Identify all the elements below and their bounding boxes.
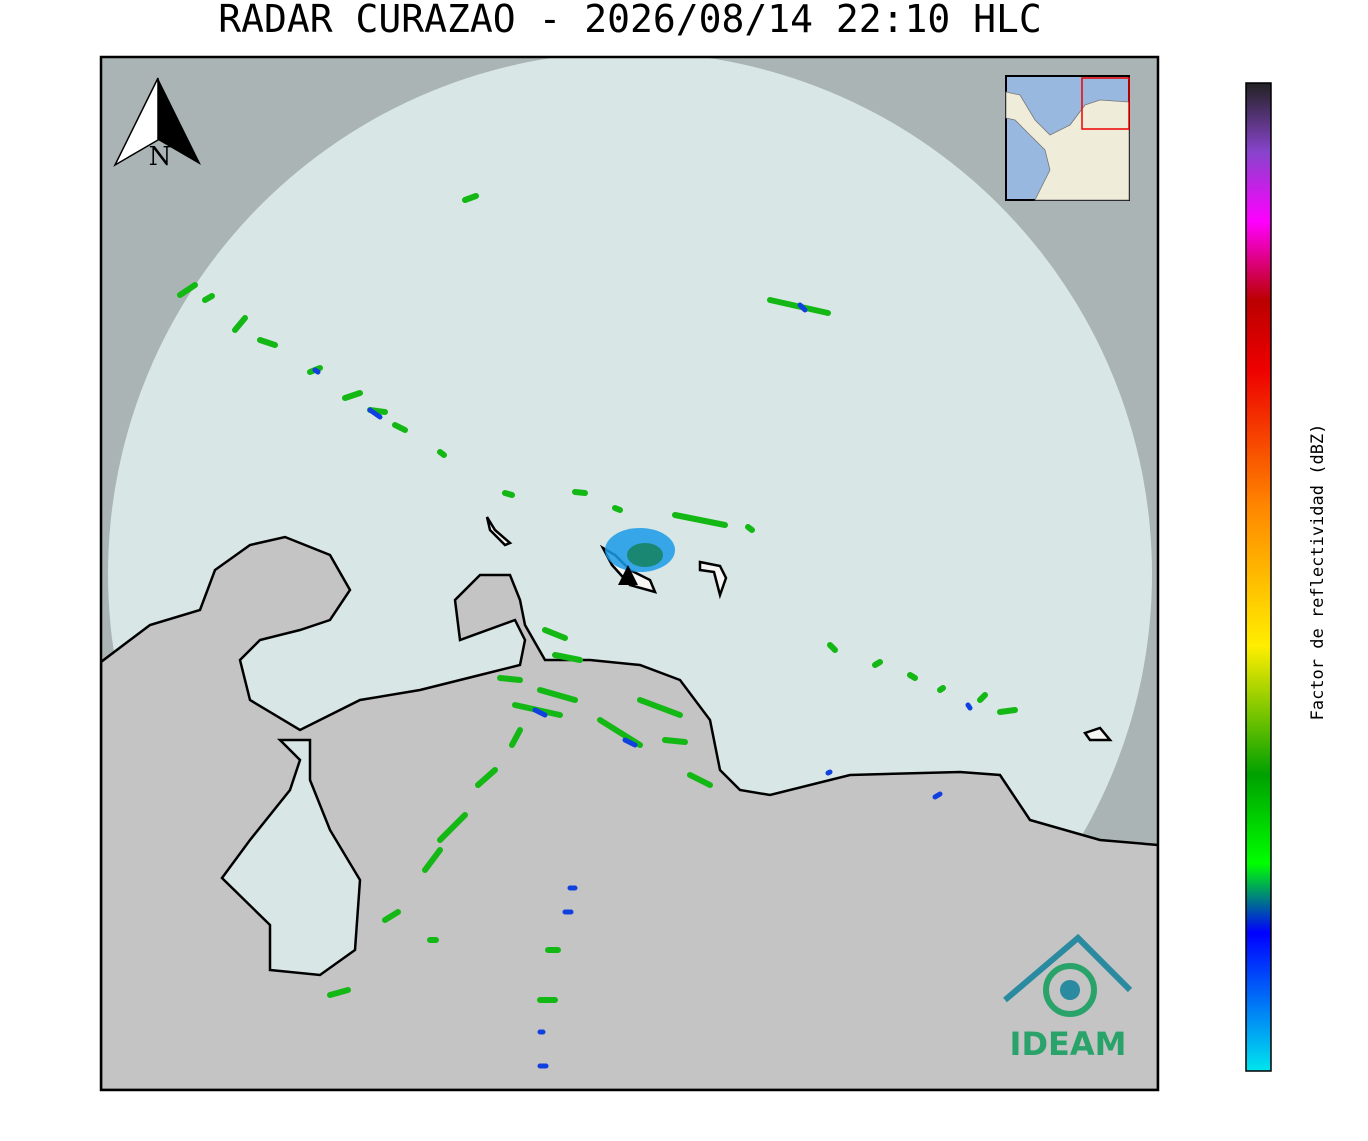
island-bonaire <box>698 560 728 600</box>
island-aruba <box>485 516 513 547</box>
logo-text: IDEAM <box>1010 1025 1127 1063</box>
map: N IDEAM <box>101 57 1158 1090</box>
radar-echoes <box>177 193 1018 1069</box>
lake-maracaibo <box>220 738 362 977</box>
title: RADAR CURAZAO - 2026/08/14 22:10 HLC <box>218 0 1042 41</box>
map-frame <box>99 55 1160 1092</box>
north-label: N <box>149 142 172 172</box>
island <box>1082 726 1113 742</box>
colorbar-label: Factor de reflectividad (dBZ) <box>1308 424 1328 721</box>
north-arrow: N <box>113 77 201 172</box>
ideam-logo: IDEAM <box>1003 933 1133 1063</box>
radar-site <box>618 565 638 585</box>
inset-map <box>1005 75 1130 201</box>
colorbar <box>1245 82 1272 1072</box>
